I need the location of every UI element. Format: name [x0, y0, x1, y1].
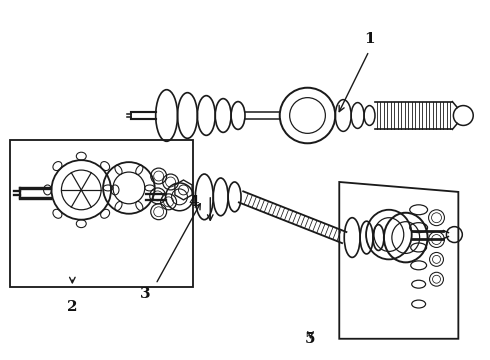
Text: 3: 3 — [140, 287, 150, 301]
Bar — [10, 140, 194, 287]
Text: 2: 2 — [67, 300, 77, 314]
Text: 1: 1 — [364, 32, 374, 46]
Text: 4: 4 — [188, 195, 199, 209]
Text: 5: 5 — [305, 332, 316, 346]
